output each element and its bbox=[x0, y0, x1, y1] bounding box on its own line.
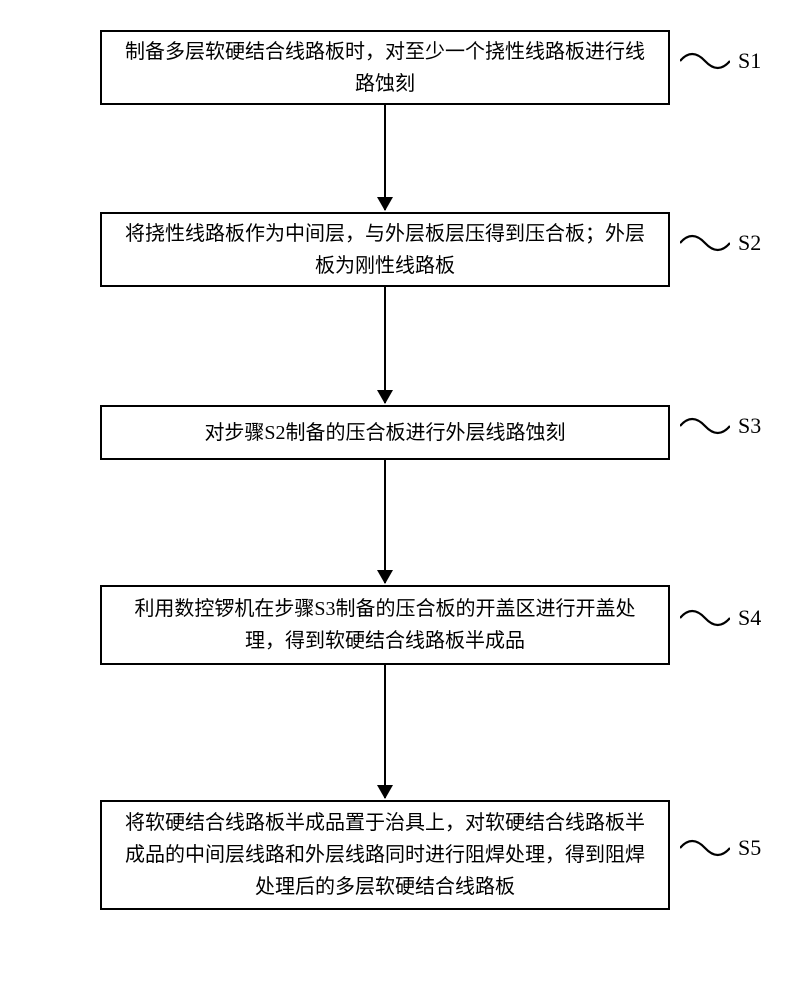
arrow-2 bbox=[384, 287, 386, 403]
label-text-s1: S1 bbox=[738, 48, 761, 74]
arrow-1 bbox=[384, 105, 386, 210]
label-text-s3: S3 bbox=[738, 413, 761, 439]
step-text-s2: 将挠性线路板作为中间层，与外层板层压得到压合板；外层板为刚性线路板 bbox=[122, 218, 648, 282]
arrow-3 bbox=[384, 460, 386, 583]
wave-icon bbox=[680, 416, 730, 436]
step-label-s3: S3 bbox=[680, 413, 761, 439]
step-box-s5: 将软硬结合线路板半成品置于治具上，对软硬结合线路板半成品的中间层线路和外层线路同… bbox=[100, 800, 670, 910]
step-text-s1: 制备多层软硬结合线路板时，对至少一个挠性线路板进行线路蚀刻 bbox=[122, 36, 648, 100]
step-box-s3: 对步骤S2制备的压合板进行外层线路蚀刻 bbox=[100, 405, 670, 460]
step-box-s2: 将挠性线路板作为中间层，与外层板层压得到压合板；外层板为刚性线路板 bbox=[100, 212, 670, 287]
wave-icon bbox=[680, 51, 730, 71]
label-text-s4: S4 bbox=[738, 605, 761, 631]
step-box-s4: 利用数控锣机在步骤S3制备的压合板的开盖区进行开盖处理，得到软硬结合线路板半成品 bbox=[100, 585, 670, 665]
step-label-s1: S1 bbox=[680, 48, 761, 74]
arrowhead-icon bbox=[377, 390, 393, 404]
step-text-s5: 将软硬结合线路板半成品置于治具上，对软硬结合线路板半成品的中间层线路和外层线路同… bbox=[122, 807, 648, 903]
step-label-s2: S2 bbox=[680, 230, 761, 256]
step-label-s4: S4 bbox=[680, 605, 761, 631]
wave-icon bbox=[680, 838, 730, 858]
arrowhead-icon bbox=[377, 197, 393, 211]
step-text-s4: 利用数控锣机在步骤S3制备的压合板的开盖区进行开盖处理，得到软硬结合线路板半成品 bbox=[122, 593, 648, 657]
wave-icon bbox=[680, 233, 730, 253]
arrow-4 bbox=[384, 665, 386, 798]
label-text-s2: S2 bbox=[738, 230, 761, 256]
step-label-s5: S5 bbox=[680, 835, 761, 861]
arrowhead-icon bbox=[377, 785, 393, 799]
label-text-s5: S5 bbox=[738, 835, 761, 861]
wave-icon bbox=[680, 608, 730, 628]
step-text-s3: 对步骤S2制备的压合板进行外层线路蚀刻 bbox=[204, 417, 565, 449]
arrowhead-icon bbox=[377, 570, 393, 584]
step-box-s1: 制备多层软硬结合线路板时，对至少一个挠性线路板进行线路蚀刻 bbox=[100, 30, 670, 105]
